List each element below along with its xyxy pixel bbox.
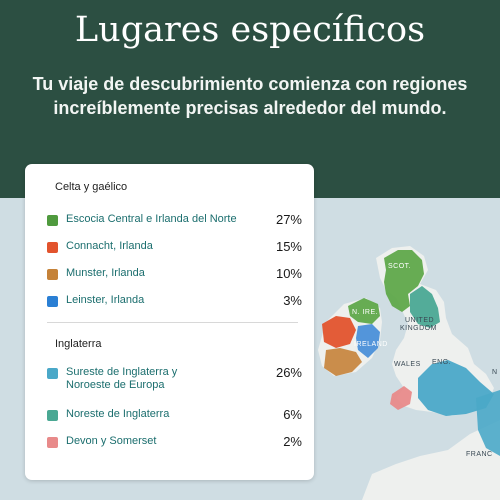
color-swatch bbox=[47, 437, 58, 448]
map-label-ireland: IRELAND bbox=[354, 341, 388, 348]
page-title: Lugares específicos bbox=[74, 10, 426, 50]
region-munster[interactable] bbox=[324, 348, 362, 376]
legend-item-percent: 10% bbox=[275, 266, 302, 281]
map-label-uk-line2: KINGDOM bbox=[400, 325, 437, 332]
map-label-wales: WALES bbox=[394, 361, 421, 368]
legend-item-label: Noreste de Inglaterra bbox=[66, 408, 170, 420]
page-subtitle: Tu viaje de descubrimiento comienza con … bbox=[32, 74, 468, 118]
map-label-england: ENG. bbox=[432, 359, 451, 366]
legend-item-label: Escocia Central e Irlanda del Norte bbox=[66, 213, 237, 225]
region-southeast-england[interactable] bbox=[418, 360, 494, 416]
legend-divider bbox=[47, 322, 298, 323]
legend-item-label: Sureste de Inglaterra y Noroeste de Euro… bbox=[66, 366, 178, 391]
color-swatch bbox=[47, 296, 58, 307]
map-label-northern-ireland: N. IRE. bbox=[352, 309, 378, 316]
color-swatch bbox=[47, 410, 58, 421]
color-swatch bbox=[47, 368, 58, 379]
region-devon-somerset[interactable] bbox=[390, 386, 412, 410]
legend-item-percent: 3% bbox=[283, 293, 302, 308]
map-label-uk-line1: UNITED bbox=[405, 317, 434, 324]
color-swatch bbox=[47, 242, 58, 253]
region-northwest-europe[interactable] bbox=[476, 390, 500, 456]
region-leinster[interactable] bbox=[356, 324, 380, 358]
region-connacht[interactable] bbox=[322, 316, 356, 348]
color-swatch bbox=[47, 269, 58, 280]
map-label-edge: N bbox=[492, 369, 498, 376]
legend-item-label: Devon y Somerset bbox=[66, 435, 157, 447]
legend-item-percent: 2% bbox=[283, 434, 302, 449]
group-title-celtic: Celta y gaélico bbox=[55, 181, 128, 193]
legend-item-label: Connacht, Irlanda bbox=[66, 240, 153, 252]
legend-item-percent: 26% bbox=[275, 365, 302, 380]
legend-item-label: Munster, Irlanda bbox=[66, 267, 145, 279]
region-scotland-northern-ireland[interactable] bbox=[384, 250, 424, 312]
group-title-england: Inglaterra bbox=[55, 338, 102, 350]
continent-land bbox=[362, 420, 500, 500]
map-label-france: FRANC bbox=[466, 451, 493, 458]
legend-card: Celta y gaélico Escocia Central e Irland… bbox=[25, 164, 314, 480]
region-northeast-england[interactable] bbox=[410, 286, 440, 328]
legend-item-percent: 15% bbox=[275, 239, 302, 254]
color-swatch bbox=[47, 215, 58, 226]
region-northern-ireland[interactable] bbox=[348, 298, 380, 324]
legend-item-label: Leinster, Irlanda bbox=[66, 294, 145, 306]
map-label-scotland: SCOT. bbox=[388, 263, 411, 270]
legend-item-percent: 6% bbox=[283, 407, 302, 422]
legend-item-percent: 27% bbox=[275, 212, 302, 227]
